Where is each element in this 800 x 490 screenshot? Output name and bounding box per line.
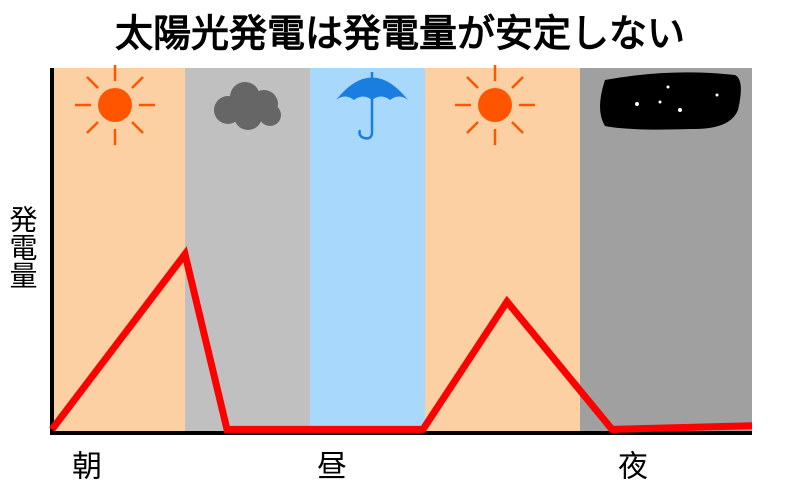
x-tick-label: 昼	[317, 450, 347, 485]
sun-icon	[75, 65, 155, 145]
chart-title: 太陽光発電は発電量が安定しない	[115, 12, 685, 56]
y-axis-label: 発電量	[6, 205, 39, 289]
cloud-icon	[214, 82, 281, 130]
x-tick-label: 夜	[618, 450, 648, 485]
night-sky-icon	[600, 72, 741, 130]
sunny-band	[52, 68, 185, 433]
umbrella-icon	[336, 72, 408, 140]
sunny-band	[425, 68, 580, 433]
power-line	[49, 246, 753, 433]
x-tick-label: 朝	[72, 450, 102, 485]
sun-icon	[455, 65, 535, 145]
background-bands	[52, 68, 752, 433]
rainy-band	[310, 68, 425, 433]
